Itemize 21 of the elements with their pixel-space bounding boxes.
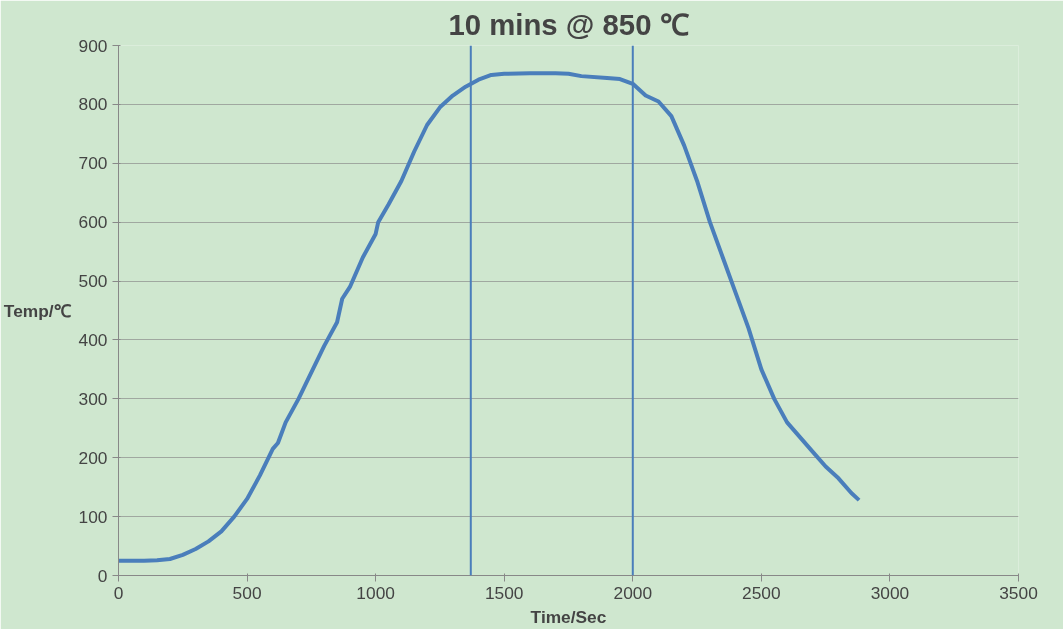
y-tick-label: 800	[78, 94, 108, 115]
x-axis-title: Time/Sec	[530, 606, 607, 627]
x-tick-label: 500	[232, 582, 262, 603]
y-tick-label: 700	[78, 153, 108, 174]
y-tick-label: 400	[78, 329, 108, 350]
y-tick-label: 100	[78, 506, 108, 527]
y-axis-title: Temp/℃	[3, 300, 72, 321]
y-tick-label: 600	[78, 212, 108, 233]
x-tick-label: 1500	[484, 582, 524, 603]
y-tick-label: 200	[78, 447, 108, 468]
x-tick-label: 1000	[356, 582, 395, 603]
y-tick-label: 500	[78, 271, 108, 292]
x-tick-label: 2500	[742, 582, 781, 603]
x-tick-label: 3000	[870, 582, 910, 603]
y-tick-label: 900	[78, 35, 108, 56]
y-tick-label: 0	[97, 565, 108, 586]
x-tick-label: 0	[113, 582, 124, 603]
x-tick-label: 3500	[999, 582, 1038, 603]
x-tick-label: 2000	[613, 582, 653, 603]
chart-title: 10 mins @ 850 ℃	[448, 7, 690, 41]
y-tick-label: 300	[78, 388, 108, 409]
